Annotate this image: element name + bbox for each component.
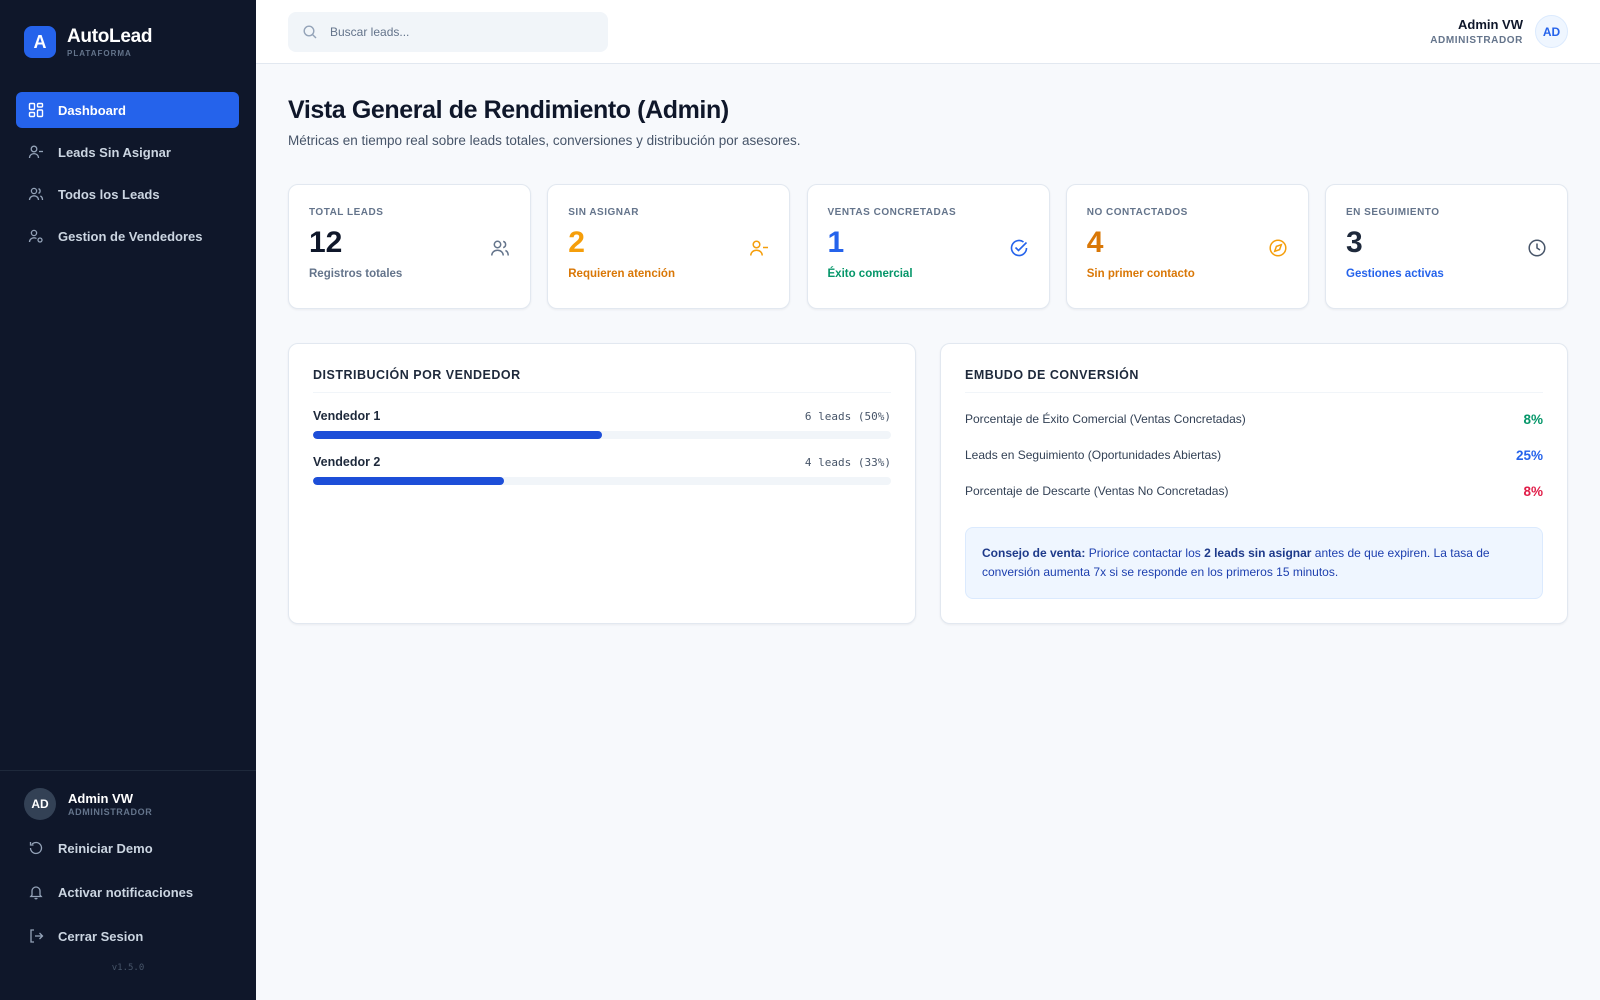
stat-card-total-leads: TOTAL LEADS 12 Registros totales <box>288 184 531 309</box>
stat-note: Sin primer contacto <box>1086 268 1195 280</box>
sidebar-item-todos-los-leads[interactable]: Todos los Leads <box>16 176 239 212</box>
bell-icon <box>29 886 43 900</box>
enable-notifications-button[interactable]: Activar notificaciones <box>16 874 239 910</box>
refresh-icon <box>29 841 43 855</box>
user-minus-icon <box>28 145 43 159</box>
page-subtitle: Métricas en tiempo real sobre leads tota… <box>288 133 801 148</box>
main-content: Vista General de Rendimiento (Admin) Mét… <box>288 96 1568 624</box>
stat-label: NO CONTACTADOS <box>1086 207 1188 218</box>
progress-fill <box>313 431 602 439</box>
brand-name: AutoLead <box>67 25 153 47</box>
enable-notifications-label: Activar notificaciones <box>58 884 194 900</box>
users-icon <box>28 187 44 201</box>
sidebar: A AutoLead PLATAFORMA Dashboard Leads Si… <box>0 0 256 1000</box>
distribution-title: DISTRIBUCIÓN POR VENDEDOR <box>313 368 891 393</box>
users-icon <box>491 240 509 256</box>
progress-track <box>313 477 891 485</box>
brand-subtitle: PLATAFORMA <box>67 48 132 58</box>
list-item: Vendedor 1 6 leads (50%) <box>313 409 891 439</box>
stat-note: Éxito comercial <box>827 268 913 280</box>
sidebar-actions: Reiniciar Demo Activar notificaciones Ce… <box>16 830 239 962</box>
distribution-panel: DISTRIBUCIÓN POR VENDEDOR Vendedor 1 6 l… <box>288 343 916 624</box>
progress-track <box>313 431 891 439</box>
version-label: v1.5.0 <box>111 963 145 973</box>
vendor-count: 6 leads (50%) <box>804 409 891 423</box>
sidebar-item-gestion-vendedores[interactable]: Gestion de Vendedores <box>16 218 239 254</box>
search-icon <box>303 25 317 39</box>
funnel-row: Porcentaje de Éxito Comercial (Ventas Co… <box>965 401 1543 437</box>
topbar-user[interactable]: Admin VW ADMINISTRADOR AD <box>1430 15 1568 48</box>
tip-lead: Consejo de venta: <box>982 546 1086 560</box>
funnel-label: Porcentaje de Descarte (Ventas No Concre… <box>965 484 1229 498</box>
funnel-row: Leads en Seguimiento (Oportunidades Abie… <box>965 437 1543 473</box>
sidebar-item-leads-sin-asignar[interactable]: Leads Sin Asignar <box>16 134 239 170</box>
logout-label: Cerrar Sesion <box>58 928 144 944</box>
stats-row: TOTAL LEADS 12 Registros totales SIN ASI… <box>288 184 1568 309</box>
reset-demo-button[interactable]: Reiniciar Demo <box>16 830 239 866</box>
logout-button[interactable]: Cerrar Sesion <box>16 918 239 954</box>
logout-icon <box>30 929 44 943</box>
vendor-name: Vendedor 2 <box>313 455 381 469</box>
sidebar-item-label: Leads Sin Asignar <box>58 144 171 160</box>
stat-card-ventas-concretadas: VENTAS CONCRETADAS 1 Éxito comercial <box>806 184 1050 309</box>
stat-note: Registros totales <box>309 268 403 280</box>
sidebar-item-label: Dashboard <box>58 102 126 118</box>
stat-label: SIN ASIGNAR <box>568 207 639 218</box>
compass-icon <box>1269 239 1287 257</box>
funnel-row: Porcentaje de Descarte (Ventas No Concre… <box>965 473 1543 509</box>
stat-value: 3 <box>1346 226 1363 259</box>
funnel-label: Leads en Seguimiento (Oportunidades Abie… <box>965 448 1222 462</box>
avatar: AD <box>24 788 56 820</box>
stat-card-sin-asignar: SIN ASIGNAR 2 Requieren atención <box>547 184 791 309</box>
search-input[interactable] <box>330 25 590 39</box>
progress-fill <box>313 477 504 485</box>
sidebar-item-dashboard[interactable]: Dashboard <box>16 92 239 128</box>
avatar[interactable]: AD <box>1535 15 1568 48</box>
tip-text: Priorice contactar los <box>1085 546 1205 560</box>
reset-demo-label: Reiniciar Demo <box>58 840 153 856</box>
stat-value: 2 <box>568 226 585 259</box>
stat-value: 12 <box>309 226 343 259</box>
sidebar-user-name: Admin VW <box>68 791 133 806</box>
search-box[interactable] <box>288 12 608 52</box>
stat-value: 1 <box>827 226 845 259</box>
funnel-value: 25% <box>1515 447 1543 463</box>
stat-label: VENTAS CONCRETADAS <box>827 207 957 218</box>
sidebar-user-role: ADMINISTRADOR <box>68 807 153 817</box>
sidebar-item-label: Gestion de Vendedores <box>58 228 203 244</box>
dashboard-grid-icon <box>28 102 44 118</box>
funnel-panel: EMBUDO DE CONVERSIÓN Porcentaje de Éxito… <box>940 343 1568 624</box>
page-title: Vista General de Rendimiento (Admin) <box>288 96 729 124</box>
topbar-user-name: Admin VW <box>1458 17 1523 32</box>
list-item: Vendedor 2 4 leads (33%) <box>313 455 891 485</box>
tip-highlight: 2 leads sin asignar <box>1204 546 1312 560</box>
sidebar-nav: Dashboard Leads Sin Asignar Todos los Le… <box>16 92 239 260</box>
stat-note: Requieren atención <box>568 268 675 280</box>
funnel-value: 8% <box>1523 483 1543 499</box>
sales-tip: Consejo de venta: Priorice contactar los… <box>965 527 1543 599</box>
stat-label: TOTAL LEADS <box>309 207 384 218</box>
topbar-user-role: ADMINISTRADOR <box>1430 35 1523 46</box>
topbar: Admin VW ADMINISTRADOR AD <box>256 0 1600 64</box>
brand[interactable]: A AutoLead PLATAFORMA <box>24 25 153 58</box>
stat-note: Gestiones activas <box>1346 268 1444 280</box>
check-circle-icon <box>1010 239 1027 257</box>
sidebar-user: AD Admin VW ADMINISTRADOR <box>24 788 152 820</box>
tip-text: antes de que expiren. La tasa de convers… <box>982 546 1490 579</box>
stat-card-en-seguimiento: EN SEGUIMIENTO 3 Gestiones activas <box>1325 184 1568 309</box>
vendor-count: 4 leads (33%) <box>804 455 891 469</box>
sidebar-divider <box>0 770 256 771</box>
stat-card-no-contactados: NO CONTACTADOS 4 Sin primer contacto <box>1065 184 1309 309</box>
funnel-label: Porcentaje de Éxito Comercial (Ventas Co… <box>965 412 1246 426</box>
stat-label: EN SEGUIMIENTO <box>1346 207 1440 218</box>
funnel-title: EMBUDO DE CONVERSIÓN <box>965 368 1543 393</box>
user-minus-icon <box>750 240 769 256</box>
clock-icon <box>1528 239 1546 257</box>
funnel-value: 8% <box>1523 411 1543 427</box>
brand-logo: A <box>24 26 56 58</box>
vendor-name: Vendedor 1 <box>313 409 381 423</box>
sidebar-item-label: Todos los Leads <box>58 186 160 202</box>
stat-value: 4 <box>1086 226 1104 259</box>
user-cog-icon <box>28 229 43 243</box>
